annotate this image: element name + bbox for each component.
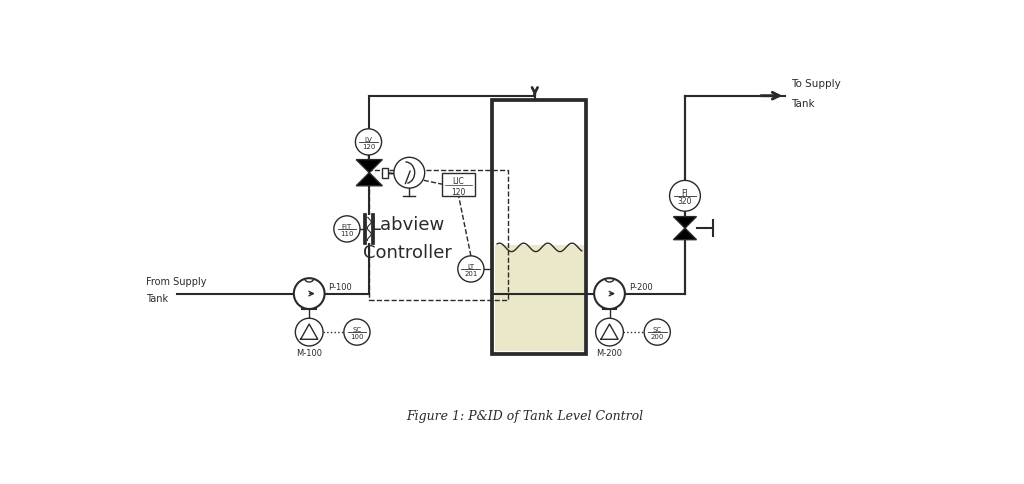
Circle shape <box>594 279 625 309</box>
Text: P-100: P-100 <box>329 282 352 291</box>
Circle shape <box>344 319 370 346</box>
Text: To Supply: To Supply <box>792 78 841 89</box>
Text: LT: LT <box>467 263 474 270</box>
Text: Controller: Controller <box>364 243 453 261</box>
Bar <box>370 171 508 300</box>
Circle shape <box>295 318 323 346</box>
Text: 320: 320 <box>678 196 692 205</box>
Text: FIT: FIT <box>342 224 352 229</box>
Text: Tank: Tank <box>146 294 168 303</box>
Text: 201: 201 <box>464 270 477 276</box>
Text: 110: 110 <box>340 230 353 236</box>
Text: Labview: Labview <box>371 216 444 234</box>
Polygon shape <box>356 173 382 186</box>
Text: SC: SC <box>652 327 662 333</box>
Text: From Supply: From Supply <box>146 276 207 286</box>
Text: SC: SC <box>352 327 361 333</box>
Text: 200: 200 <box>650 333 664 339</box>
Bar <box>382 168 388 178</box>
Text: LV: LV <box>365 137 373 143</box>
Text: 120: 120 <box>452 188 466 197</box>
Polygon shape <box>674 217 696 228</box>
Circle shape <box>458 257 484 283</box>
Text: M-100: M-100 <box>296 348 323 358</box>
Text: 100: 100 <box>350 333 364 339</box>
Bar <box>442 173 475 197</box>
Bar <box>366 215 373 243</box>
Text: P-200: P-200 <box>629 282 652 291</box>
Circle shape <box>394 158 425 189</box>
Circle shape <box>294 279 325 309</box>
Polygon shape <box>356 160 382 173</box>
Circle shape <box>644 319 671 346</box>
Circle shape <box>334 216 360 242</box>
Text: Tank: Tank <box>792 99 815 108</box>
Circle shape <box>670 181 700 212</box>
Circle shape <box>596 318 624 346</box>
Bar <box>493 100 587 354</box>
Bar <box>495 245 584 351</box>
Text: Figure 1: P&ID of Tank Level Control: Figure 1: P&ID of Tank Level Control <box>407 409 643 422</box>
Text: LIC: LIC <box>453 177 465 185</box>
Text: FI: FI <box>682 189 688 197</box>
Polygon shape <box>674 228 696 240</box>
Circle shape <box>355 130 382 156</box>
Text: M-200: M-200 <box>597 348 623 358</box>
Text: 120: 120 <box>361 143 375 149</box>
